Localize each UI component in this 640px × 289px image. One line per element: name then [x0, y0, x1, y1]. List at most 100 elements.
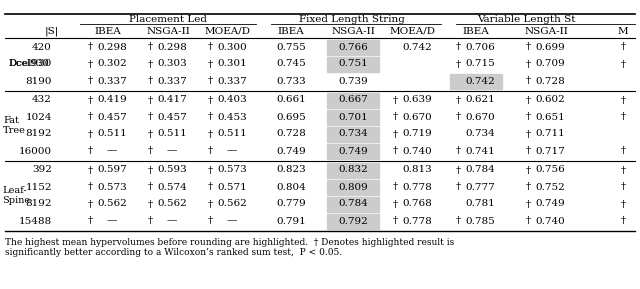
Text: 0.740: 0.740 [535, 216, 565, 225]
Text: †: † [456, 95, 461, 105]
Text: 0.745: 0.745 [276, 60, 306, 68]
Text: 0.832: 0.832 [338, 166, 368, 175]
Text: 0.740: 0.740 [402, 147, 432, 155]
Text: MOEA/D: MOEA/D [390, 27, 436, 36]
Text: 0.670: 0.670 [402, 112, 432, 121]
Text: †: † [525, 77, 531, 86]
Text: †: † [620, 60, 626, 68]
Text: †: † [147, 199, 152, 208]
Text: †: † [207, 216, 212, 225]
Text: 0.804: 0.804 [276, 182, 306, 192]
Text: 0.742: 0.742 [402, 42, 432, 51]
Text: †: † [88, 216, 93, 225]
Text: †: † [525, 147, 531, 155]
Text: 0.597: 0.597 [97, 166, 127, 175]
Text: NSGA-II: NSGA-II [524, 27, 568, 36]
Text: 0.766: 0.766 [338, 42, 368, 51]
Text: †: † [456, 42, 461, 51]
Text: †: † [88, 166, 93, 175]
Text: 0.417: 0.417 [157, 95, 187, 105]
Text: 0.511: 0.511 [217, 129, 247, 138]
Text: 0.337: 0.337 [157, 77, 187, 86]
Text: 8192: 8192 [26, 129, 52, 138]
Text: †: † [207, 60, 212, 68]
Text: †: † [207, 199, 212, 208]
Text: †: † [207, 129, 212, 138]
Text: 0.701: 0.701 [338, 112, 368, 121]
Bar [327, 162, 379, 177]
Text: 0.300: 0.300 [217, 42, 247, 51]
Text: 0.562: 0.562 [97, 199, 127, 208]
Text: 0.706: 0.706 [465, 42, 495, 51]
Text: 0.403: 0.403 [217, 95, 247, 105]
Text: †: † [147, 166, 152, 175]
Text: —: — [167, 216, 177, 225]
Text: 0.573: 0.573 [97, 182, 127, 192]
Text: †: † [207, 42, 212, 51]
Text: 0.593: 0.593 [157, 166, 187, 175]
Text: †: † [88, 60, 93, 68]
Text: †: † [392, 182, 397, 192]
Text: 0.717: 0.717 [535, 147, 565, 155]
Text: †: † [620, 112, 626, 121]
Text: 0.457: 0.457 [157, 112, 187, 121]
Text: †: † [392, 112, 397, 121]
Text: †: † [392, 95, 397, 105]
Text: †: † [88, 42, 93, 51]
Text: †: † [620, 182, 626, 192]
Text: 0.756: 0.756 [535, 166, 565, 175]
Text: †: † [525, 60, 531, 68]
Text: †: † [620, 216, 626, 225]
Text: 0.651: 0.651 [535, 112, 565, 121]
Text: 0.670: 0.670 [465, 112, 495, 121]
Bar [327, 197, 379, 212]
Text: 0.742: 0.742 [465, 77, 495, 86]
Bar [327, 127, 379, 142]
Text: 0.779: 0.779 [276, 199, 306, 208]
Text: —: — [107, 147, 117, 155]
Text: 0.602: 0.602 [535, 95, 565, 105]
Text: 0.719: 0.719 [402, 129, 432, 138]
Text: —: — [227, 147, 237, 155]
Text: 0.777: 0.777 [465, 182, 495, 192]
Text: †: † [456, 182, 461, 192]
Text: 0.778: 0.778 [402, 216, 432, 225]
Text: 0.302: 0.302 [97, 60, 127, 68]
Text: 0.337: 0.337 [97, 77, 127, 86]
Text: Variable Length St: Variable Length St [477, 16, 575, 25]
Text: 0.573: 0.573 [217, 166, 247, 175]
Text: 16000: 16000 [19, 147, 52, 155]
Text: †: † [525, 216, 531, 225]
Text: 0.457: 0.457 [97, 112, 127, 121]
Text: 0.813: 0.813 [402, 166, 432, 175]
Text: The highest mean hypervolumes before rounding are highlighted.  † Denotes highli: The highest mean hypervolumes before rou… [5, 238, 454, 247]
Text: 0.785: 0.785 [465, 216, 495, 225]
Text: 0.298: 0.298 [157, 42, 187, 51]
Text: IBEA: IBEA [278, 27, 305, 36]
Text: 0.791: 0.791 [276, 216, 306, 225]
Text: †: † [392, 147, 397, 155]
Text: 420: 420 [32, 42, 52, 51]
Text: †: † [147, 42, 152, 51]
Text: 0.823: 0.823 [276, 166, 306, 175]
Text: †: † [207, 166, 212, 175]
Text: 0.715: 0.715 [465, 60, 495, 68]
Text: 0.733: 0.733 [276, 77, 306, 86]
Text: †: † [88, 182, 93, 192]
Text: 0.749: 0.749 [535, 199, 565, 208]
Text: 0.784: 0.784 [465, 166, 495, 175]
Text: MOEA/D: MOEA/D [205, 27, 251, 36]
Text: †: † [525, 112, 531, 121]
Bar [327, 214, 379, 229]
Text: 0.571: 0.571 [217, 182, 247, 192]
Text: †: † [392, 129, 397, 138]
Text: †: † [88, 112, 93, 121]
Text: †: † [207, 95, 212, 105]
Text: NSGA-II: NSGA-II [146, 27, 190, 36]
Text: †: † [88, 129, 93, 138]
Text: 0.751: 0.751 [338, 60, 368, 68]
Text: 0.749: 0.749 [338, 147, 368, 155]
Text: 0.749: 0.749 [276, 147, 306, 155]
Text: 1024: 1024 [26, 112, 52, 121]
Text: †: † [88, 95, 93, 105]
